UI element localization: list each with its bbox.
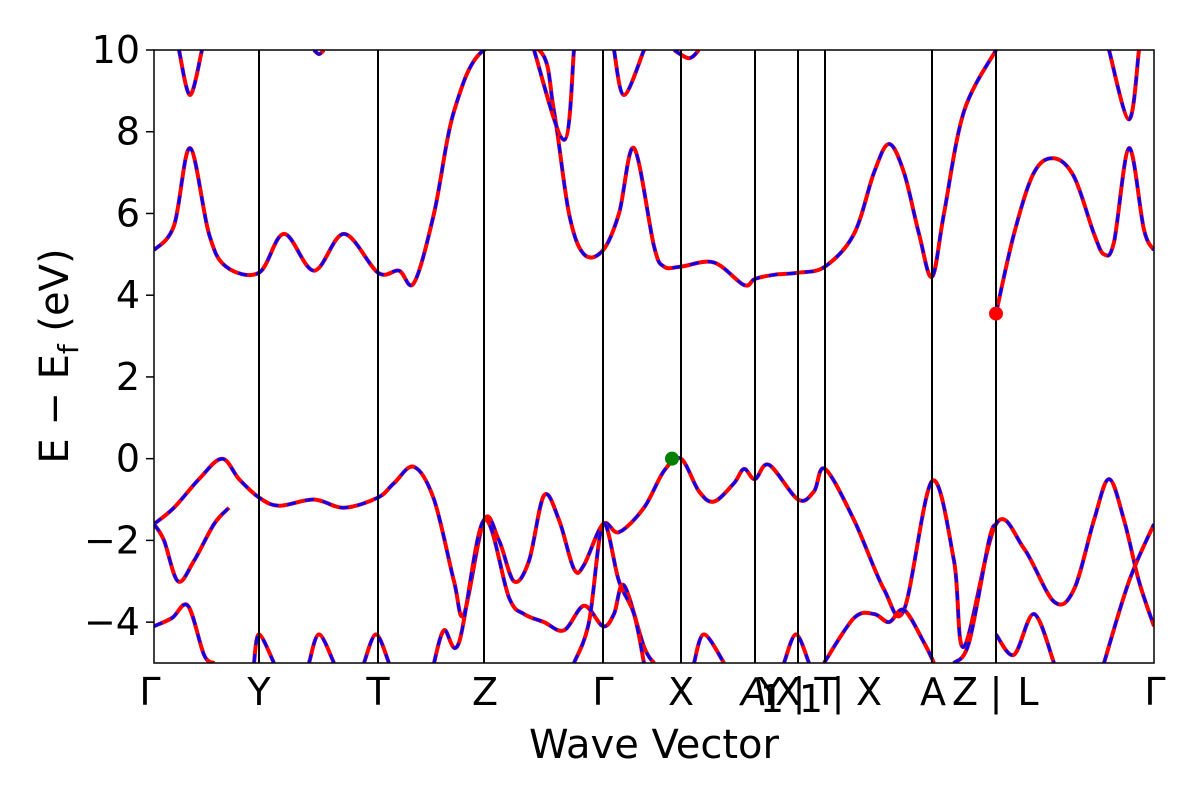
y-tick-label: −4	[84, 600, 140, 644]
x-tick-label: Γ	[1144, 670, 1165, 714]
band-line-dashed-7	[362, 632, 391, 663]
x-tick-label: 1	[760, 677, 784, 721]
x-tick-label: 1	[799, 677, 823, 721]
band-line-dashed-4	[154, 506, 231, 584]
band-line-dashed-2	[154, 456, 1154, 649]
y-tick-label: 4	[116, 273, 140, 317]
band-line-dashed-21	[1107, 50, 1141, 122]
x-tick-label: Γ	[139, 670, 160, 714]
y-axis-title-main: E − E	[32, 354, 78, 464]
marker-vbm	[665, 451, 679, 466]
band-line-dashed-3	[154, 602, 215, 663]
x-tick-label: Y	[757, 670, 782, 714]
plot-frame	[153, 49, 1155, 664]
x-tick-label: Γ	[592, 670, 613, 714]
x-tick-label: Z	[952, 670, 978, 714]
band-line-dashed-1	[994, 146, 1154, 314]
y-tick-label: 2	[116, 355, 140, 399]
band-line-dashed-0	[154, 50, 998, 288]
x-tick-label: |	[793, 670, 806, 715]
x-tick-label: L	[1017, 670, 1038, 714]
x-tick-label: Z	[472, 670, 498, 714]
y-axis-title-sub: f	[52, 343, 85, 354]
band-line-18	[612, 50, 646, 97]
x-tick-label: T	[813, 670, 838, 714]
x-tick-label: A	[738, 670, 767, 714]
x-tick-label: A	[920, 670, 946, 714]
band-line-dashed-6	[307, 632, 336, 663]
band-line-dashed-16	[177, 50, 204, 97]
band-line-12	[822, 607, 936, 663]
marker-cbm	[989, 306, 1003, 321]
y-tick-label: 0	[116, 437, 140, 481]
x-tick-label: X	[668, 670, 694, 714]
band-line-dashed-8	[432, 518, 656, 663]
kpoint-lines	[258, 50, 997, 663]
band-line-dashed-5	[252, 632, 276, 663]
band-line-11	[782, 632, 811, 663]
band-line-dashed-9	[572, 522, 646, 663]
x-tick-label: Y	[246, 670, 271, 714]
bands-layer	[154, 50, 1154, 663]
x-tick-label: X	[856, 670, 882, 714]
x-axis-title: Wave Vector	[529, 722, 780, 768]
band-line-dashed-20	[312, 50, 326, 56]
band-line-dashed-15	[1102, 523, 1154, 663]
band-line-14	[994, 611, 1056, 663]
band-line-0	[154, 50, 998, 288]
x-tick-label: |	[990, 670, 1003, 715]
x-tick-label: |	[832, 670, 845, 715]
band-line-dashed-11	[782, 632, 811, 663]
y-tick-label: 6	[116, 191, 140, 235]
x-tick-label: T	[365, 670, 390, 714]
x-tick-label: X	[775, 670, 801, 714]
band-line-7	[362, 632, 391, 663]
markers-layer	[665, 306, 1003, 466]
band-line-dashed-13	[952, 523, 998, 663]
y-axis-title: E − Ef (eV)	[32, 248, 85, 463]
y-axis-title-unit: (eV)	[32, 248, 78, 344]
y-tick-label: −2	[84, 518, 140, 562]
band-line-1	[994, 146, 1154, 315]
band-line-dashed-17	[532, 50, 576, 142]
band-line-dashed-10	[692, 632, 726, 663]
y-tick-label: 8	[116, 110, 140, 154]
y-axis: −4 −2 0 2 4 6 8 10	[84, 28, 154, 644]
y-tick-label: 10	[92, 28, 140, 72]
band-line-dashed-12	[822, 607, 936, 663]
band-line-dashed-19	[673, 50, 701, 60]
